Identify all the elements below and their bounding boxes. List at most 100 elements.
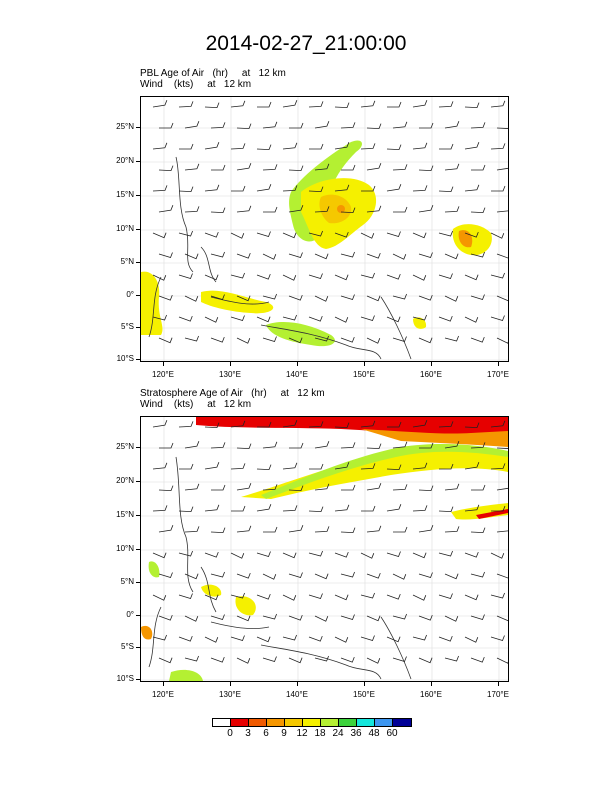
wind-barb [158,657,173,664]
wind-barb [470,571,485,578]
wind-barb [418,337,433,344]
wind-barb [444,253,459,260]
wind-barb [412,462,428,470]
strat-patch-4 [141,625,153,640]
lat-tick [136,549,140,550]
wind-barb [288,572,303,578]
wind-barb [288,205,304,213]
wind-barb [392,441,408,449]
lat-tick [136,229,140,230]
pbl-age-map-canvas [141,97,508,361]
lat-tick [136,127,140,128]
lat-tick [136,262,140,263]
lon-tick [431,682,432,686]
lat-tick [136,161,140,162]
wind-barb [360,315,375,321]
wind-barb [464,231,479,238]
wind-barb [152,100,168,108]
wind-barb [210,656,225,663]
wind-barb [386,144,402,151]
wind-barb [334,102,350,109]
wind-barb [360,272,375,279]
wind-barb [340,336,355,343]
wind-barb [470,207,486,214]
colorbar-label: 0 [227,728,233,739]
wind-barb [418,614,433,621]
lon-tick [498,362,499,366]
wind-barb [230,420,246,428]
wind-barb [392,656,407,662]
wind-barb [360,100,376,108]
wind-barb [210,294,225,300]
strat-patch-2 [235,596,256,616]
wind-barb [464,422,480,429]
colorbar-label: 24 [332,728,344,739]
wind-barb [470,294,485,300]
wind-barb [341,164,356,171]
wind-barb [340,207,356,214]
lon-tick-label: 130°E [219,370,241,379]
wind-barb [412,420,428,428]
wind-barb [308,230,323,237]
wind-barb [257,421,272,428]
lat-tick [136,447,140,448]
wind-barb [309,463,324,470]
wind-barb [490,592,505,599]
lat-tick [136,679,140,680]
wind-barb [210,614,225,620]
wind-barb [464,504,480,512]
wind-barb [288,165,304,172]
lat-tick-label: 10°N [116,224,134,233]
wind-barb [334,551,349,558]
wind-barb [438,230,453,237]
wind-barb [236,657,251,664]
wind-barb [210,251,225,258]
wind-barb [361,185,376,192]
wind-barb [308,186,324,193]
wind-barb [392,121,408,129]
wind-barb [282,462,298,470]
wind-barb [334,594,349,601]
wind-barb [471,484,486,491]
wind-barb [490,272,505,279]
colorbar-swatch [393,719,411,726]
wind-barb [496,253,508,259]
wind-barb [393,206,408,213]
wind-barb [470,614,485,620]
wind-barb [282,594,297,601]
wind-barb [392,336,407,342]
lon-tick-label: 170°E [487,370,509,379]
wind-barb [360,143,376,150]
wind-barb [184,295,199,302]
wind-barb [490,232,505,239]
wind-barb [314,163,330,171]
wind-barb [490,635,505,641]
wind-barb [308,593,323,599]
lat-tick-label: 10°S [116,674,134,683]
lat-tick-label: 10°S [116,354,134,363]
wind-barb [386,636,401,643]
wind-barb [210,571,225,578]
wind-barb [386,593,401,600]
wind-barb [366,205,382,213]
lon-tick-label: 160°E [420,690,442,699]
wind-barb [178,101,194,108]
wind-barb [159,122,174,129]
wind-barb [204,504,220,512]
wind-barb [340,294,355,300]
wind-barb [288,337,303,344]
wind-barb [438,186,454,193]
lat-tick-label: 0° [126,610,134,619]
wind-barb [444,295,459,302]
wind-barb [412,142,428,150]
wind-barb [256,316,271,323]
wind-barb [288,485,304,492]
stratosphere-age-map-canvas [141,417,508,681]
wind-barb [490,463,506,470]
wind-barb [152,232,167,239]
strat-band-orange [361,429,508,447]
wind-barb [204,142,220,150]
lat-tick [136,481,140,482]
lat-tick-label: 20°N [116,156,134,165]
wind-barb [334,184,350,192]
